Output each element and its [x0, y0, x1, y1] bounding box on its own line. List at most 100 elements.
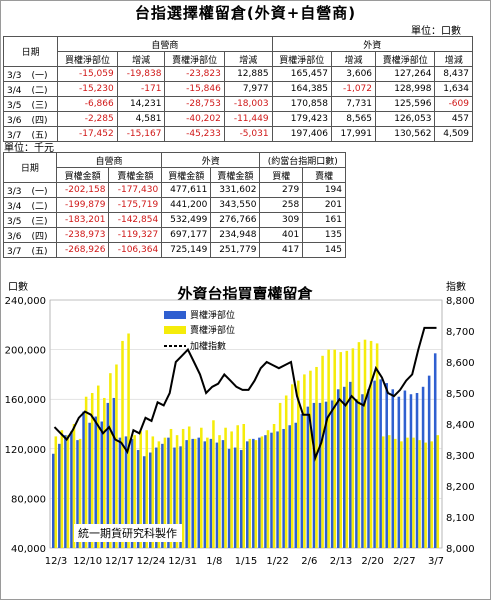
- table-cell: -15,167: [116, 126, 166, 142]
- bar-sell: [96, 385, 100, 548]
- table-cell: -609: [434, 96, 473, 112]
- table-cell: -199,879: [55, 197, 110, 213]
- bar-sell: [266, 430, 270, 548]
- table-cell: 128,998: [375, 81, 436, 97]
- bar-buy: [58, 443, 61, 548]
- table-row: 3/6 (四) -2,285 4,581 -40,202 -11,449 179,423 8,…: [2, 111, 473, 127]
- x-tick-label: 3/7: [428, 556, 444, 567]
- bar-sell: [339, 352, 343, 548]
- col-header: 賣權金額: [108, 167, 163, 183]
- table-cell: -268,926: [55, 242, 110, 258]
- table-cell: 4,509: [434, 126, 473, 142]
- bar-buy: [421, 386, 425, 548]
- table-cell: -238,973: [55, 227, 110, 243]
- y2-tick-label: 8,000: [446, 544, 475, 555]
- bar-sell: [290, 384, 294, 548]
- bar-buy: [336, 389, 340, 548]
- watermark-box: [74, 524, 182, 542]
- row-date: 3/5 (三): [3, 212, 57, 228]
- table-cell: 532,499: [161, 212, 212, 228]
- bar-sell: [66, 435, 70, 548]
- row-date: 3/3 (一): [3, 182, 57, 198]
- bar-buy: [179, 446, 182, 548]
- y2-tick-label: 8,600: [446, 358, 475, 369]
- bar-buy: [367, 389, 370, 548]
- y-tick-label: 120,000: [5, 445, 46, 456]
- table-row: 3/6 (四) -238,973 -119,327 697,177 234,948 401 1…: [3, 227, 346, 243]
- bar-buy: [343, 386, 346, 548]
- row-date-value: 3/5: [7, 216, 22, 227]
- table-cell: 4,581: [116, 111, 166, 127]
- bar-sell: [375, 343, 379, 548]
- y-tick-label: 80,000: [11, 494, 46, 505]
- table-cell: 14,231: [116, 96, 166, 112]
- table-cell: 258: [259, 197, 304, 213]
- table-cell: -2,285: [57, 111, 118, 127]
- x-tick-label: 2/20: [361, 556, 383, 567]
- table-cell: -177,430: [108, 182, 163, 198]
- table-cell: -45,233: [164, 126, 225, 142]
- bar-sell: [72, 424, 76, 548]
- bar-buy: [130, 438, 134, 548]
- table-cell: 331,602: [210, 182, 261, 198]
- y2-tick-label: 8,500: [446, 389, 475, 400]
- table-cell: 1,634: [434, 81, 473, 97]
- chart-title: 外資台指買賣權留倉: [176, 285, 313, 303]
- row-weekday: (二): [31, 85, 48, 96]
- bar-buy: [106, 402, 110, 548]
- table-cell: 343,550: [210, 197, 261, 213]
- table-cell: 279: [259, 182, 304, 198]
- row-weekday: (二): [31, 201, 48, 212]
- axis-ticks: 40,000 80,000 120,000 160,000 200,000 240,000…: [5, 296, 475, 567]
- bar-sell: [200, 427, 203, 548]
- lots-table-body: 3/3 (一) -15,059 -19,838 -23,823 12,885 165,457…: [2, 66, 473, 142]
- lots-table-col-header-row: 買權淨部位 增減 賣權淨部位 增減 買權淨部位 增減 賣權淨部位 增減: [4, 51, 473, 67]
- bar-buy: [282, 428, 285, 548]
- y2-axis-label: 指數: [446, 280, 466, 293]
- bar-sell: [351, 348, 355, 548]
- bar-buy: [167, 437, 170, 548]
- watermark: 統一期貨研究科製作: [78, 526, 177, 540]
- table-cell: -175,719: [108, 197, 163, 213]
- bar-sell: [369, 340, 373, 548]
- bar-sell: [187, 426, 191, 548]
- bar-buy: [191, 438, 194, 548]
- bar-buy: [270, 432, 273, 548]
- group-header-foreign: 外資: [271, 36, 474, 52]
- table-cell: 234,948: [210, 227, 261, 243]
- bar-sell: [133, 435, 136, 548]
- bar-sell: [303, 374, 306, 548]
- table-cell: 194: [302, 182, 346, 198]
- group-header-dealer: 自營商: [55, 152, 163, 168]
- table-row: 3/5 (三) -6,866 14,231 -28,753 -18,003 170,858 7…: [2, 96, 473, 112]
- row-date: 3/7 (五): [3, 242, 57, 258]
- x-tick-label: 12/10: [73, 556, 102, 567]
- table-cell: 417: [259, 242, 304, 258]
- table-cell: -23,823: [164, 66, 225, 82]
- table-cell: 276,766: [210, 212, 261, 228]
- table-row: 3/4 (二) -199,879 -175,719 441,200 343,550 258 2…: [3, 197, 346, 213]
- bar-sell: [248, 438, 252, 548]
- page-title: 台指選擇權留倉(外資+自營商): [134, 4, 357, 22]
- table-row: 3/3 (一) -15,059 -19,838 -23,823 12,885 165,457…: [2, 66, 473, 82]
- bar-sell: [424, 442, 427, 548]
- bar-buy: [312, 402, 316, 548]
- table-cell: 309: [259, 212, 304, 228]
- row-weekday: (三): [31, 100, 48, 111]
- bar-sell: [309, 370, 312, 548]
- table-cell: -202,158: [55, 182, 110, 198]
- group-header-dealer: 自營商: [57, 36, 273, 52]
- table-cell: 179,423: [271, 111, 333, 127]
- row-weekday: (五): [31, 246, 48, 257]
- table-row: 3/4 (二) -15,230 -171 -15,846 7,977 164,385 -1,0…: [2, 81, 473, 97]
- bar-buy: [88, 422, 91, 548]
- lots-table-group-header-row: 日期 自營商 外資: [2, 36, 474, 67]
- bar-buy: [161, 443, 164, 548]
- row-weekday: (四): [31, 231, 48, 242]
- bar-buy: [409, 394, 413, 548]
- bar-buy: [276, 431, 279, 548]
- table-cell: -19,838: [116, 66, 166, 82]
- bar-sell: [193, 438, 197, 548]
- bar-buy: [288, 425, 291, 548]
- row-weekday: (四): [31, 115, 48, 126]
